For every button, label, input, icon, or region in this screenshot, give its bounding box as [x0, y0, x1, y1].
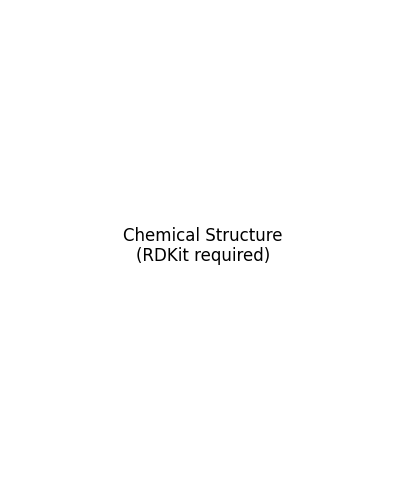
- Text: Chemical Structure
(RDKit required): Chemical Structure (RDKit required): [123, 227, 282, 266]
